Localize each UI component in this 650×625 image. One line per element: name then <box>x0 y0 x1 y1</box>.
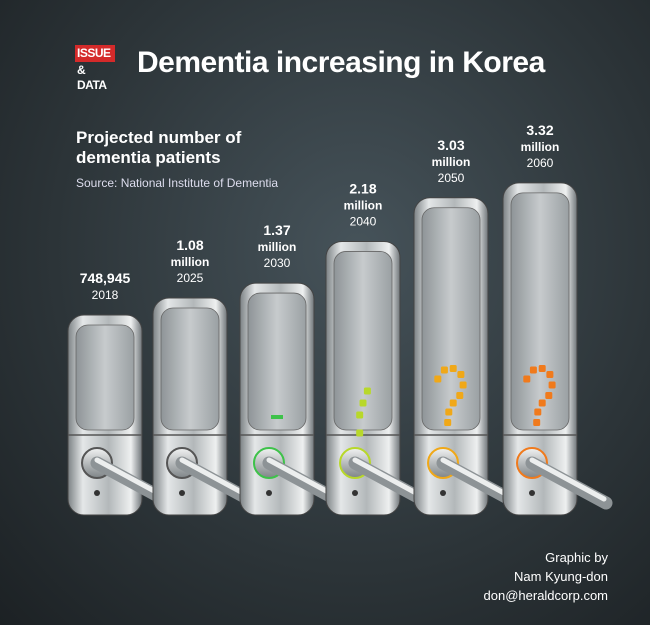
value-label: million <box>258 240 297 254</box>
category-label: 2030 <box>264 256 291 270</box>
led-dot <box>533 419 541 426</box>
logo-bottom: & DATA <box>77 63 107 92</box>
led-dot <box>445 408 453 416</box>
source: Source: National Institute of Dementia <box>76 176 279 190</box>
lock <box>239 282 350 516</box>
value-label: million <box>521 140 560 154</box>
led-dot <box>359 399 367 407</box>
value-label: 3.32 <box>526 122 553 138</box>
title: Dementia increasing in Korea <box>137 46 545 79</box>
led-dot <box>457 371 465 378</box>
value-label: 1.37 <box>263 222 290 238</box>
value-label: 2.18 <box>349 180 376 196</box>
value-label: million <box>432 155 471 169</box>
value-label: 1.08 <box>176 237 203 253</box>
keyhole <box>266 490 272 496</box>
credit-line: Graphic by <box>545 550 608 565</box>
keyhole <box>94 490 100 496</box>
lock-face <box>333 251 393 431</box>
handle-shine <box>529 457 607 502</box>
value-label: 3.03 <box>437 137 464 153</box>
credit-line: Nam Kyung-don <box>514 569 608 584</box>
led-dot <box>449 399 457 407</box>
led-dot <box>529 366 537 374</box>
led-dot <box>444 419 452 426</box>
lock <box>502 182 613 516</box>
credit-line: don@heraldcorp.com <box>483 588 608 603</box>
led-dot <box>456 392 464 399</box>
category-label: 2050 <box>438 171 465 185</box>
lock-face <box>160 307 220 431</box>
led-dot <box>449 365 457 372</box>
led-dot <box>548 381 556 389</box>
led-dot <box>440 366 448 374</box>
led-dot <box>538 399 546 407</box>
value-label: million <box>171 255 210 269</box>
logo: ISSUE & DATA <box>75 45 115 94</box>
lock-face <box>75 324 135 431</box>
led-dot <box>271 415 283 419</box>
value-label: million <box>344 198 383 212</box>
lock <box>413 197 524 516</box>
lock-face <box>510 192 570 431</box>
led-dot <box>538 365 546 372</box>
logo-top: ISSUE <box>75 45 115 62</box>
subtitle: Projected number of dementia patients <box>76 128 242 167</box>
keyhole <box>352 490 358 496</box>
led-dot <box>356 411 364 419</box>
lock <box>67 314 178 516</box>
lock-face <box>421 207 481 431</box>
category-label: 2060 <box>527 156 554 170</box>
led-dot <box>546 371 554 378</box>
led-dot <box>363 387 371 395</box>
keyhole <box>529 490 535 496</box>
value-label: 748,945 <box>80 270 131 286</box>
category-label: 2018 <box>92 288 119 302</box>
led-dot <box>534 408 542 416</box>
led-dot <box>545 392 553 399</box>
lock-face <box>247 292 307 431</box>
led-dot <box>356 429 364 437</box>
handle <box>525 456 613 510</box>
keyhole <box>179 490 185 496</box>
led-dot <box>434 375 442 383</box>
category-label: 2040 <box>350 214 377 228</box>
led-dot <box>459 381 467 389</box>
credit: Graphic by Nam Kyung-don don@heraldcorp.… <box>484 548 608 605</box>
category-label: 2025 <box>177 271 204 285</box>
keyhole <box>440 490 446 496</box>
led-dot <box>523 375 531 383</box>
